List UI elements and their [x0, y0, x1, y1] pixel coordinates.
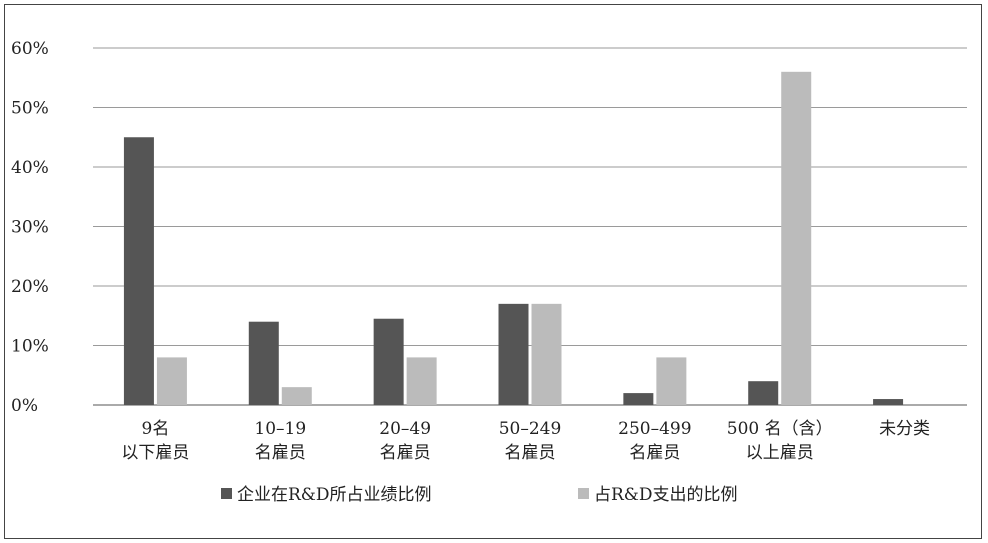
x-category-label: 10–19 — [254, 419, 306, 439]
legend-swatch — [221, 488, 232, 499]
x-category-label: 未分类 — [879, 419, 930, 439]
y-tick-label: 10% — [11, 337, 49, 357]
bar-series-1 — [623, 393, 654, 405]
bar-series-2 — [656, 357, 687, 405]
x-category-label: 名雇员 — [629, 443, 680, 463]
bar-series-2 — [781, 71, 812, 406]
y-tick-label: 20% — [11, 277, 49, 297]
bar-series-2 — [156, 357, 187, 405]
y-tick-label: 0% — [11, 396, 38, 416]
y-tick-label: 40% — [11, 158, 49, 178]
x-category-label: 名雇员 — [380, 443, 431, 463]
bar-series-1 — [498, 303, 529, 405]
x-category-label: 名雇员 — [505, 443, 556, 463]
y-tick-label: 50% — [11, 99, 49, 119]
bar-series-1 — [248, 321, 279, 405]
x-category-label: 50–249 — [499, 419, 562, 439]
bar-series-1 — [373, 318, 404, 405]
y-tick-label: 60% — [11, 39, 49, 59]
bar-series-1 — [873, 399, 904, 405]
bar-series-1 — [748, 381, 779, 405]
x-category-label: 以下雇员 — [121, 443, 189, 463]
x-category-label: 9名 — [142, 419, 170, 439]
x-category-label: 20–49 — [379, 419, 431, 439]
bar-series-1 — [123, 137, 154, 405]
bar-series-2 — [406, 357, 437, 405]
bar-series-2 — [531, 303, 562, 405]
legend-label: 企业在R&D所占业绩比例 — [237, 485, 432, 505]
x-category-label: 250–499 — [618, 419, 691, 439]
x-category-label: 以上雇员 — [746, 443, 814, 463]
x-category-label: 500 名（含） — [727, 419, 833, 439]
chart-frame: 0% 10% 20% 30% 40% 50% 60% 9名以下雇员 10–19 名雇员 20–49 名… — [4, 4, 982, 539]
legend-swatch — [578, 488, 589, 499]
y-tick-label: 30% — [11, 218, 49, 238]
bar-series-2 — [281, 387, 312, 405]
legend-label: 占R&D支出的比例 — [594, 485, 738, 505]
x-category-label: 名雇员 — [255, 443, 306, 463]
